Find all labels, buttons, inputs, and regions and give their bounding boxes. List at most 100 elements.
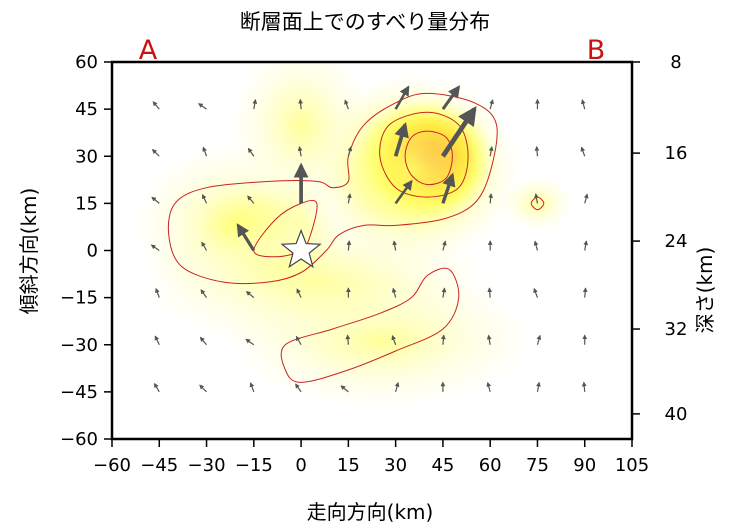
x-tick-label: 15 [337,455,360,476]
slip-vector [151,148,160,157]
y-tick-label: 45 [75,99,98,120]
x-tick-label: −60 [93,455,131,476]
slip-vector [155,287,160,298]
slip-vector [391,287,397,298]
slip-vector [245,290,255,299]
slip-patch [143,212,491,352]
slip-vector [580,99,586,110]
slip-vector-large [441,172,456,204]
slip-vector [245,338,255,346]
x-tick-label: −15 [235,455,273,476]
slip-heatmap [134,62,573,408]
slip-vector [533,287,539,298]
slip-vector [441,334,446,345]
slip-vector [200,289,208,298]
contour-outer-south [280,267,460,383]
slip-vector [533,240,539,251]
section-marker-b: B [587,35,606,66]
slip-vector [296,288,302,298]
slip-vector [345,334,351,345]
y-tick-label: −15 [60,288,98,309]
slip-vector [534,193,539,204]
x-axis-label: 走向方向(km) [307,500,434,524]
slip-vector [151,196,160,204]
y-tick-label: 30 [75,146,98,167]
slip-vector-large [393,121,409,157]
slip-vector [347,146,353,157]
slip-vector-large [394,179,413,205]
x-tick-label: 45 [431,455,454,476]
section-marker-a: A [139,35,158,66]
slip-vector [295,383,302,393]
slip-vector [252,98,258,110]
x-tick-label: 60 [479,455,502,476]
depth-tick-label: 32 [665,319,688,340]
slip-vector [488,193,494,204]
slip-vector [536,334,542,345]
slip-vectors [150,85,589,393]
x-tick-label: 0 [295,455,306,476]
slip-vector [536,381,541,392]
slip-vector [392,240,398,251]
slip-vector [154,335,160,346]
x-tick-label: −30 [188,455,226,476]
y-tick-label: −60 [60,429,98,450]
slip-vector [202,193,208,204]
x-tick-label: 90 [573,455,596,476]
slip-vector-large [236,223,256,252]
y-tick-label: 60 [75,52,98,73]
contour-outer-north [167,92,498,284]
slip-vector [295,335,302,346]
depth-axis-label: 深さ(km) [693,247,717,334]
slip-vector [249,382,255,393]
slip-vector [202,146,208,157]
depth-tick-label: 16 [665,143,688,164]
slip-vector [201,241,208,251]
contour-mid-west [253,199,318,258]
slip-vector [247,195,255,204]
slip-vector [534,145,540,157]
slip-vector [391,334,397,345]
slip-vector [580,146,586,157]
y-axis: 60 45 30 15 0 −15 −30 −45 −60 [60,52,112,450]
slip-vector [346,240,352,251]
slip-vector-large [441,85,461,111]
slip-vector [199,336,208,346]
slip-vector [583,240,589,251]
hypocenter-star [280,228,322,269]
hypocenter-star-shape [280,228,322,269]
y-tick-label: 0 [87,241,98,262]
slip-vector [297,146,303,157]
slip-vector [154,382,160,393]
slip-vector [582,287,588,298]
depth-tick-label: 24 [665,231,688,252]
contour-inner-north [404,130,453,186]
slip-vector [150,244,160,251]
slip-vector [346,193,352,204]
chart-title: 断層面上でのすべり量分布 [240,10,491,34]
slip-vector [199,384,207,393]
slip-vector [298,98,303,110]
slip-vector-large [394,85,410,110]
slip-vector [394,381,400,393]
depth-axis: 8 16 24 32 40 [632,52,687,425]
depth-tick-label: 8 [670,52,681,73]
slip-vector [486,334,492,345]
y-tick-label: −30 [60,335,98,356]
slip-vector [247,147,255,157]
y-tick-label: 15 [75,193,98,214]
slip-vector [441,287,447,298]
y-tick-label: −45 [60,382,98,403]
x-tick-label: 30 [384,455,407,476]
slip-vector [152,101,160,110]
depth-tick-label: 40 [665,404,688,425]
slip-vector [583,193,589,204]
x-tick-label: −45 [140,455,178,476]
slip-vector [488,146,494,157]
x-tick-label: 75 [526,455,549,476]
slip-vector [344,99,349,110]
slip-vector [340,385,349,393]
slip-vector [581,381,587,392]
slip-vector [487,287,493,298]
